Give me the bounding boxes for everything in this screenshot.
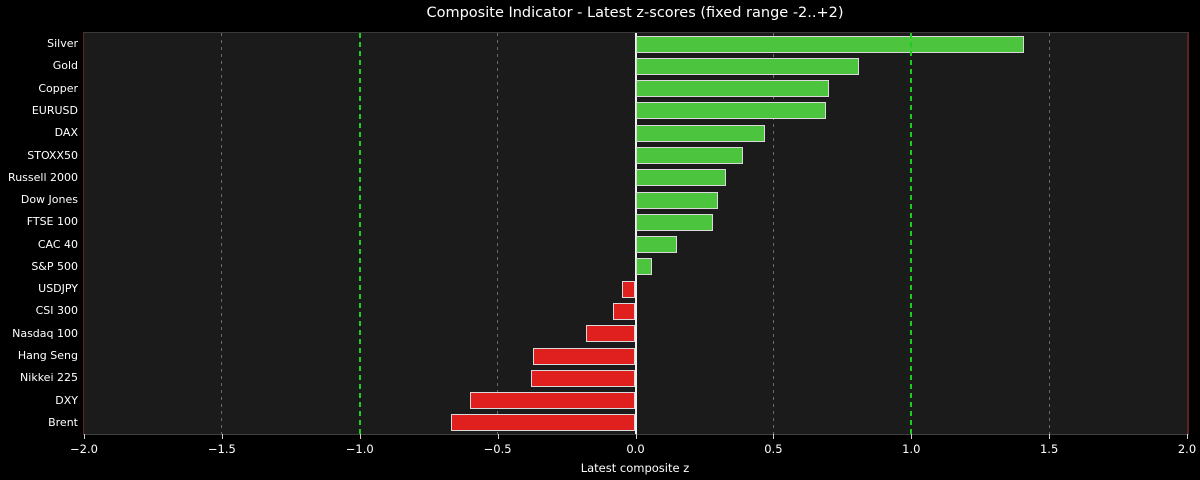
zero-line — [634, 33, 637, 434]
top-spine — [82, 32, 1189, 33]
y-tick-label-cac-40: CAC 40 — [37, 237, 78, 251]
x-tick-mark-1.5 — [1049, 434, 1051, 439]
chart-title: Composite Indicator - Latest z-scores (f… — [426, 5, 844, 21]
x-tick-mark--1.5 — [221, 434, 223, 439]
y-tick-label-s-p-500: S&P 500 — [31, 259, 78, 273]
y-tick-label-nikkei-225: Nikkei 225 — [20, 371, 78, 385]
x-tick-label--1: −1.0 — [345, 442, 374, 456]
bar-nasdaq-100 — [585, 325, 636, 343]
gridline-0.5 — [772, 33, 774, 434]
x-tick-mark--1 — [359, 434, 361, 439]
bar-brent — [450, 414, 636, 432]
bar-cac-40 — [635, 236, 677, 254]
x-tick-label--2: −2.0 — [70, 442, 98, 456]
bar-nikkei-225 — [530, 369, 636, 387]
plot-area — [82, 32, 1189, 435]
bar-csi-300 — [613, 302, 636, 320]
x-tick-label-2: 2.0 — [1177, 442, 1197, 456]
x-axis-label: Latest composite z — [580, 461, 690, 475]
x-tick-mark-0.5 — [773, 434, 775, 439]
left-spine — [82, 33, 84, 434]
threshold-line-1 — [910, 33, 913, 434]
bar-stoxx50 — [635, 147, 744, 165]
bar-eurusd — [635, 102, 826, 120]
bar-s-p-500 — [635, 258, 653, 276]
y-tick-label-stoxx50: STOXX50 — [27, 148, 78, 162]
x-tick-label--1.5: −1.5 — [207, 442, 236, 456]
x-tick-mark-0 — [635, 434, 637, 439]
y-tick-label-silver: Silver — [47, 37, 78, 51]
y-tick-label-russell-2000: Russell 2000 — [8, 170, 78, 184]
bar-dax — [635, 124, 766, 142]
y-tick-label-dxy: DXY — [55, 393, 78, 407]
x-tick-mark--2 — [84, 434, 85, 439]
gridline--0.5 — [497, 33, 499, 434]
x-tick-mark-2 — [1187, 434, 1188, 439]
bar-hang-seng — [533, 347, 636, 365]
bar-gold — [635, 57, 859, 75]
x-tick-label--0.5: −0.5 — [483, 442, 512, 456]
gridline-1.5 — [1048, 33, 1050, 434]
bar-dxy — [470, 392, 636, 410]
y-tick-label-ftse-100: FTSE 100 — [26, 215, 78, 229]
bar-silver — [635, 35, 1025, 53]
y-tick-label-gold: Gold — [52, 59, 78, 73]
x-tick-label-1: 1.0 — [902, 442, 921, 456]
y-tick-label-dow-jones: Dow Jones — [20, 193, 78, 207]
y-tick-label-eurusd: EURUSD — [31, 103, 78, 117]
x-tick-label-1.5: 1.5 — [1039, 442, 1059, 456]
bar-russell-2000 — [635, 169, 727, 187]
y-tick-label-dax: DAX — [54, 126, 78, 140]
y-tick-label-csi-300: CSI 300 — [35, 304, 78, 318]
x-tick-mark-1 — [911, 434, 913, 439]
x-tick-label-0.5: 0.5 — [764, 442, 783, 456]
bar-usdjpy — [621, 280, 636, 298]
y-tick-label-copper: Copper — [38, 81, 78, 95]
bar-copper — [635, 80, 829, 98]
bar-dow-jones — [635, 191, 719, 209]
y-tick-label-brent: Brent — [48, 415, 78, 429]
gridline--1.5 — [221, 33, 223, 434]
right-spine — [1187, 33, 1189, 434]
bar-ftse-100 — [635, 213, 713, 231]
y-tick-label-nasdaq-100: Nasdaq 100 — [12, 326, 78, 340]
y-tick-label-usdjpy: USDJPY — [38, 282, 78, 296]
x-tick-mark--0.5 — [497, 434, 499, 439]
threshold-line--1 — [358, 33, 361, 434]
y-tick-label-hang-seng: Hang Seng — [17, 349, 78, 363]
x-tick-label-0: 0.0 — [626, 442, 645, 456]
